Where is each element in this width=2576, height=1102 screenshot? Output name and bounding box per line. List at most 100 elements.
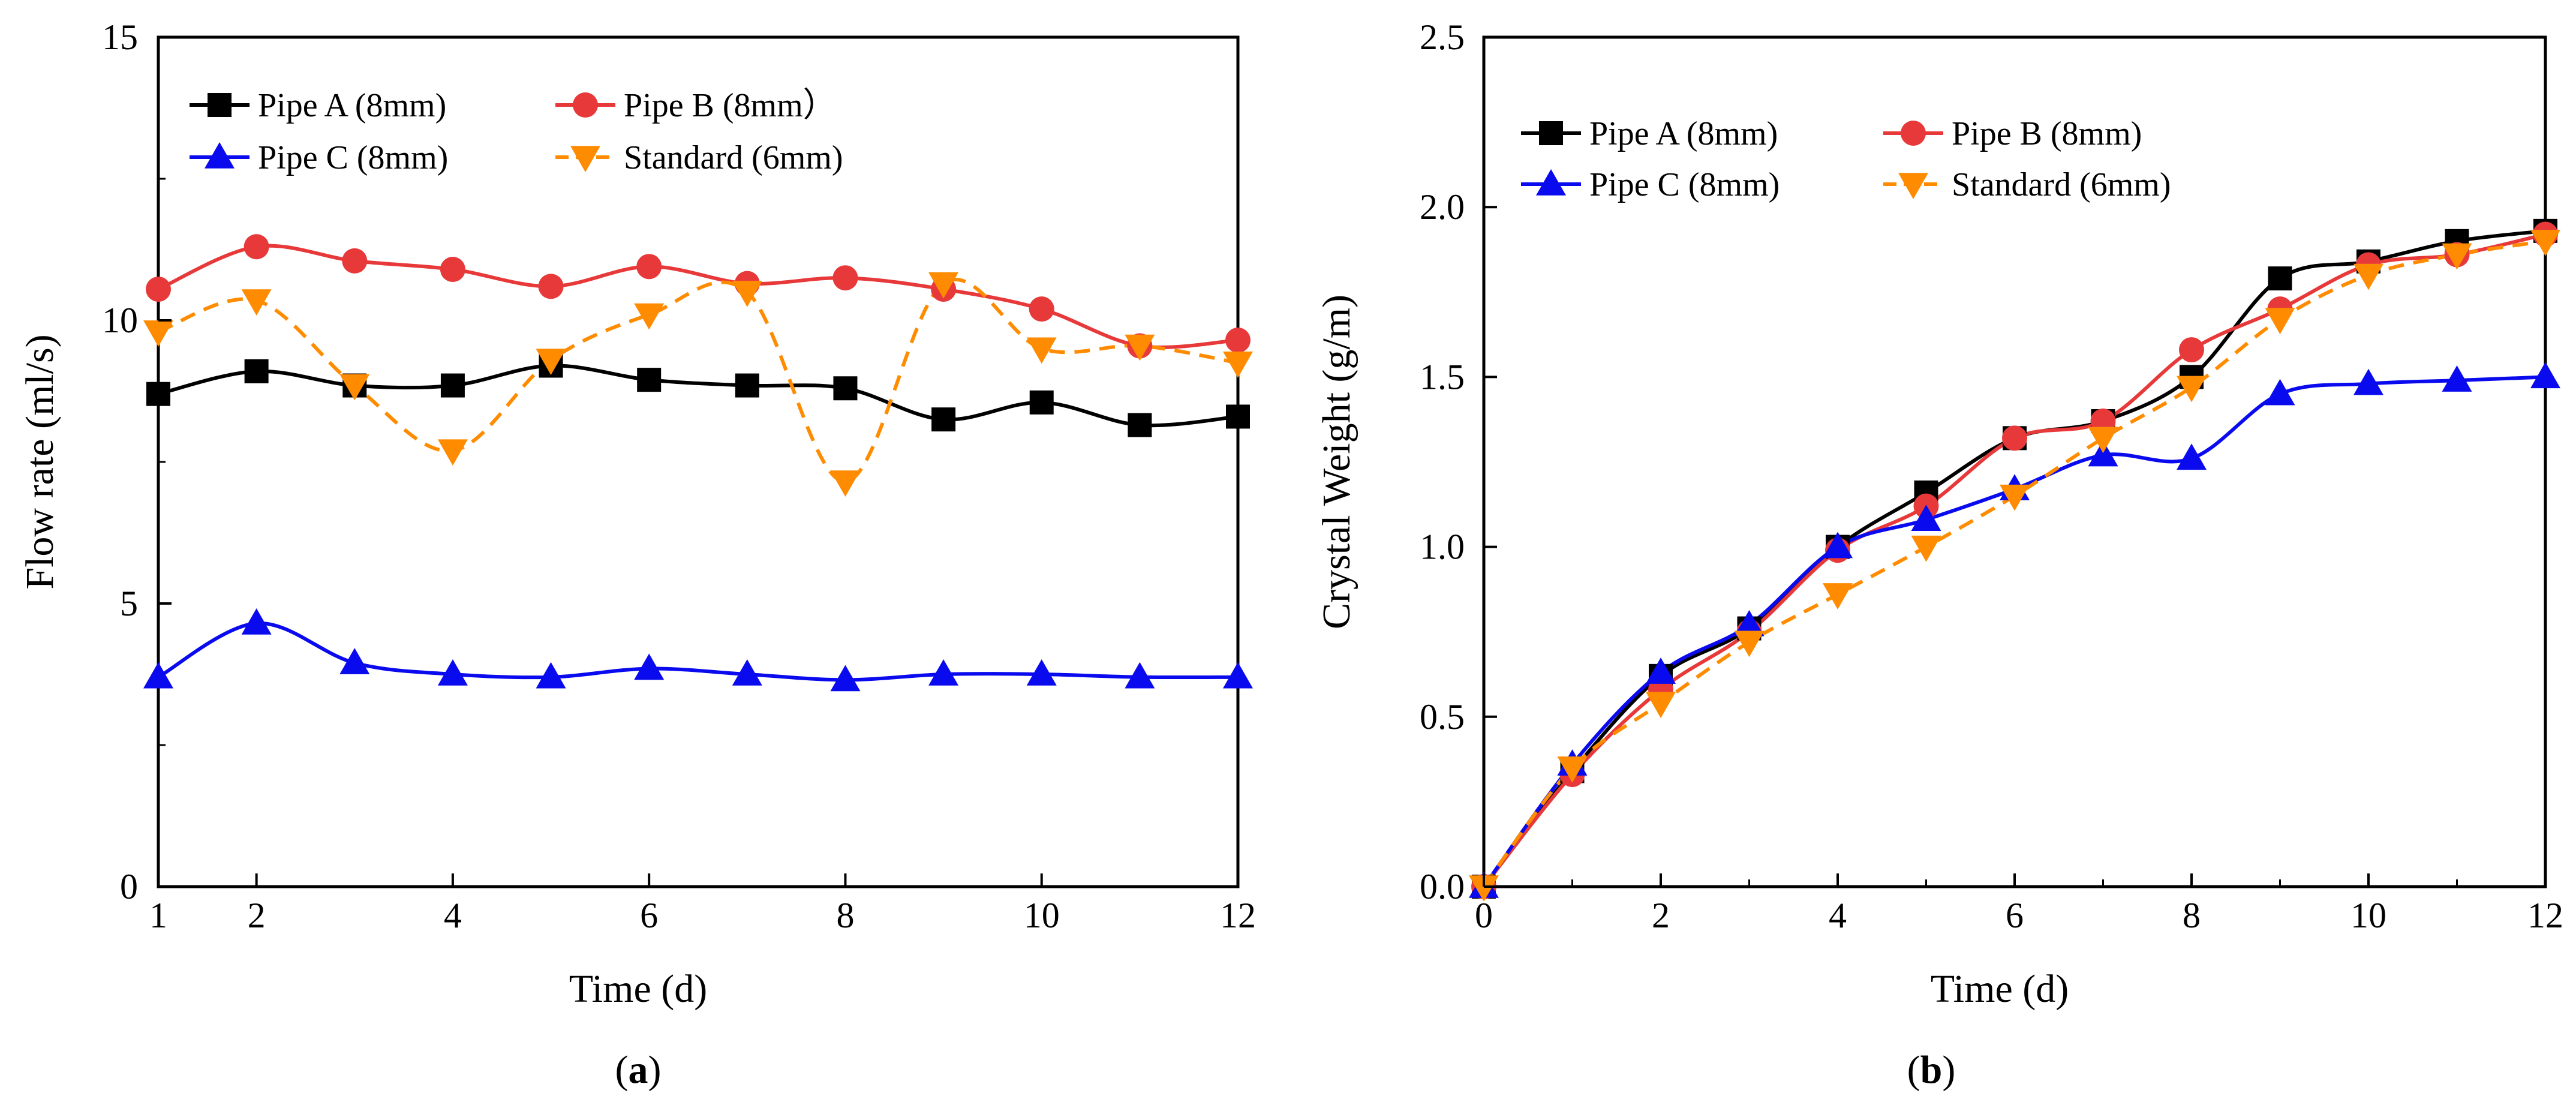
panel-a-pipe-a-8mm-point (637, 368, 662, 392)
panel-b-x-tick-label: 0 (1475, 896, 1493, 935)
panel-b-standard-6mm-point (2088, 427, 2118, 454)
panel-a-pipe-a-8mm-line (158, 364, 1239, 428)
panel-a-y-tick-label: 0 (120, 867, 138, 906)
panel-a-pipe-c-8mm-point (928, 659, 959, 686)
panel-b-legend-pipe-a-8mm-marker (1539, 121, 1563, 145)
panel-a-pipe-a-8mm-point (735, 373, 759, 398)
panel-a-x-tick-label: 1 (149, 896, 167, 935)
panel-a-legend-standard-6mm-label: Standard (6mm) (624, 139, 843, 176)
panel-b-y-tick-label: 1.5 (1420, 357, 1465, 397)
panel-b-pipe-c-8mm-point (2265, 379, 2295, 406)
panel-a-legend-pipe-b-8mm-marker (573, 92, 598, 118)
panel-a-standard-6mm-point (830, 470, 861, 497)
panel-a-standard-6mm-point (928, 272, 959, 299)
panel-a-pipe-a-8mm-point (1029, 390, 1054, 415)
panel-b-pipe-b-8mm-point (2002, 425, 2027, 451)
panel-b-y-tick-label: 0.5 (1420, 697, 1465, 737)
panel-a-pipe-c-8mm-point (143, 662, 173, 689)
panel-b-legend-pipe-c-8mm-label: Pipe C (8mm) (1589, 166, 1780, 203)
panel-a-standard-6mm-point (241, 289, 272, 316)
panel-b-standard-6mm-point (1911, 535, 1941, 562)
panel-a-pipe-c-8mm-point (830, 665, 861, 692)
panel-a-pipe-a-8mm-point (440, 373, 465, 398)
panel-b-legend: Pipe A (8mm) Pipe B (8mm) Pipe C (8mm) Stan… (1521, 115, 2171, 203)
panel-a-y-axis-label: Flow rate (ml/s) (18, 334, 62, 589)
panel-b-legend-standard-6mm-marker (1898, 173, 1928, 199)
panel-a-pipe-a-8mm-point (244, 359, 269, 383)
panel-b-pipe-c-8mm-point (2530, 362, 2560, 389)
panel-a-pipe-b-8mm-point (538, 274, 564, 299)
panel-b-pipe-c-8mm-point (2088, 440, 2118, 467)
panel-b-y-axis-label: Crystal Weight (g/m) (1315, 295, 1358, 629)
panel-a-standard-6mm-point (732, 281, 762, 307)
panel-a-pipe-c-8mm-point (634, 653, 665, 680)
panel-b-crystal-weight-chart: 0 2 4 6 8 10 12 0.0 0.5 1.0 1.5 2.0 2.5 Pipe A (8mm)… (1315, 17, 2563, 1092)
panel-b-caption-label: (b) (1907, 1048, 1956, 1092)
panel-a-standard-6mm-point (1223, 352, 1253, 378)
panel-a-legend-pipe-c-8mm-marker (205, 142, 235, 169)
panel-a-pipe-c-8mm-point (536, 662, 566, 689)
panel-a-pipe-c-8mm-point (437, 659, 468, 686)
panel-b-pipe-c-8mm-point (1646, 657, 1676, 684)
panel-b-y-tick-label: 2.5 (1420, 17, 1465, 57)
panel-a-standard-6mm-point (634, 303, 665, 330)
panel-b-pipe-a-8mm-line (1482, 229, 2546, 888)
panel-b-pipe-a-8mm-point (2268, 266, 2292, 291)
panel-b-x-tick-label: 8 (2183, 896, 2201, 935)
panel-a-standard-6mm-point (536, 349, 566, 376)
panel-a-pipe-b-8mm-point (342, 248, 368, 274)
panel-a-x-tick-label: 10 (1024, 896, 1060, 935)
panel-a-pipe-a-8mm-point (833, 376, 858, 401)
panel-b-pipe-c-8mm-point (2442, 365, 2472, 392)
panel-b-standard-6mm-point (2000, 484, 2030, 511)
panel-b-standard-6mm-point (1557, 756, 1588, 783)
panel-a-pipe-b-8mm-point (636, 254, 662, 280)
panel-a-y-tick-label: 15 (102, 17, 138, 57)
panel-b-standard-6mm-point (1469, 875, 1499, 902)
panel-b-legend-pipe-a-8mm-label: Pipe A (8mm) (1589, 115, 1778, 152)
panel-b-standard-6mm-line (1482, 239, 2546, 888)
panel-b-standard-6mm-point (1823, 583, 1853, 609)
panel-a-legend-pipe-a-8mm-label: Pipe A (8mm) (258, 87, 446, 124)
panel-a-legend-pipe-b-8mm-label: Pipe B (8mm） (624, 87, 837, 124)
panel-a-pipe-b-8mm-point (146, 277, 171, 302)
panel-b-x-tick-label: 4 (1829, 896, 1847, 935)
panel-a-legend-pipe-a-8mm-marker (208, 93, 232, 117)
panel-a-pipe-c-8mm-point (1026, 659, 1057, 686)
panel-a-pipe-b-8mm-point (1225, 328, 1251, 353)
panel-a-y-tick-label: 5 (120, 584, 138, 623)
panel-a-pipe-b-8mm-line (157, 244, 1239, 349)
panel-a-pipe-c-8mm-point (1223, 662, 1253, 689)
panel-a-standard-6mm-point (143, 320, 173, 347)
panel-a-pipe-a-8mm-point (1128, 413, 1152, 437)
panel-b-pipe-c-8mm-point (1734, 609, 1765, 636)
panel-b-legend-pipe-c-8mm-marker (1536, 169, 1566, 196)
panel-a-x-tick-label: 4 (444, 896, 462, 935)
panel-a-x-tick-label: 2 (248, 896, 266, 935)
panel-b-standard-6mm-point (2353, 263, 2383, 290)
panel-b-x-tick-label: 6 (2006, 896, 2024, 935)
panel-b-pipe-b-8mm-line (1482, 232, 2546, 888)
panel-b-legend-standard-6mm-label: Standard (6mm) (1952, 166, 2171, 203)
panel-a-pipe-b-8mm-point (832, 265, 858, 291)
panel-a-legend-standard-6mm-marker (570, 146, 600, 172)
panel-b-pipe-c-8mm-point (2353, 368, 2383, 395)
panel-b-x-tick-label: 10 (2350, 896, 2386, 935)
panel-a-pipe-c-8mm-point (1125, 662, 1155, 689)
panel-a-standard-6mm-point (1026, 337, 1057, 364)
panel-a-pipe-c-8mm-line (157, 621, 1239, 682)
panel-a-pipe-b-8mm-point (1029, 296, 1054, 322)
panel-a-caption-label: (a) (615, 1048, 662, 1092)
panel-b-standard-6mm-point (2265, 308, 2295, 335)
panel-a-x-tick-label: 12 (1220, 896, 1256, 935)
panel-b-plot-frame (1482, 35, 2547, 888)
panel-b-legend-pipe-b-8mm-label: Pipe B (8mm) (1952, 115, 2142, 152)
panel-b-standard-6mm-point (1646, 692, 1676, 719)
panel-b-standard-6mm-point (2442, 243, 2472, 270)
panel-a-pipe-c-8mm-point (339, 648, 370, 674)
panel-b-y-tick-label: 2.0 (1420, 187, 1465, 227)
panel-a-series-layer (143, 234, 1253, 692)
panel-b-y-tick-label: 1.0 (1420, 527, 1465, 567)
